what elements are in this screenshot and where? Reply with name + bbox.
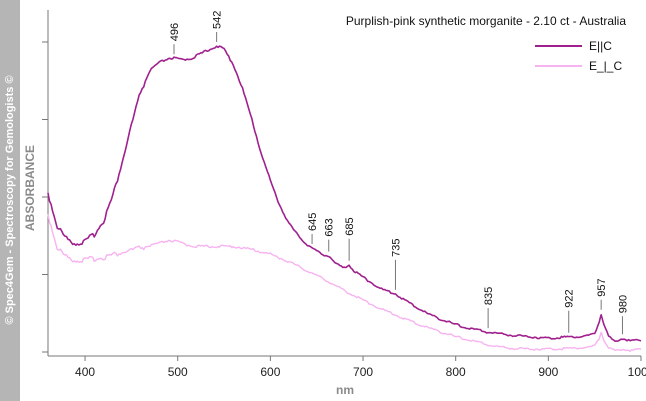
peak-label: 980 <box>617 295 629 313</box>
peak-label: 835 <box>483 287 495 305</box>
chart-title: Purplish-pink synthetic morganite - 2.10… <box>346 14 626 28</box>
peak-label: 957 <box>596 278 608 296</box>
peak-label: 685 <box>344 217 356 235</box>
peak-annotations: 496 542 645 663 685 735 835 922 957 980 <box>169 11 629 335</box>
legend-label: E||C <box>589 39 612 53</box>
y-axis-ticks <box>42 41 48 353</box>
peak-label: 663 <box>324 218 336 236</box>
chart-legend: E||C E_|_C <box>535 39 622 73</box>
x-tick-label: 600 <box>260 365 280 379</box>
x-tick-label: 1000 <box>628 365 646 379</box>
peak-label: 542 <box>212 11 224 29</box>
x-tick-label: 400 <box>75 365 95 379</box>
peak-label: 645 <box>307 213 319 231</box>
peak-label: 735 <box>390 239 402 257</box>
x-axis-label: nm <box>336 383 354 397</box>
series-line-0 <box>47 45 642 342</box>
watermark-sidebar: © Spec4Gem - Spectroscopy for Gemologist… <box>0 0 20 401</box>
x-axis-ticks: 400 500 600 700 800 900 1000 <box>75 356 646 379</box>
x-tick-label: 900 <box>538 365 558 379</box>
peak-label: 922 <box>564 289 576 307</box>
peak-label: 496 <box>169 23 181 41</box>
x-tick-label: 800 <box>446 365 466 379</box>
chart-series <box>47 45 642 352</box>
x-tick-label: 700 <box>353 365 373 379</box>
series-line-1 <box>47 214 642 352</box>
legend-label: E_|_C <box>589 59 622 73</box>
x-tick-label: 500 <box>168 365 188 379</box>
chart-axes <box>47 10 641 357</box>
